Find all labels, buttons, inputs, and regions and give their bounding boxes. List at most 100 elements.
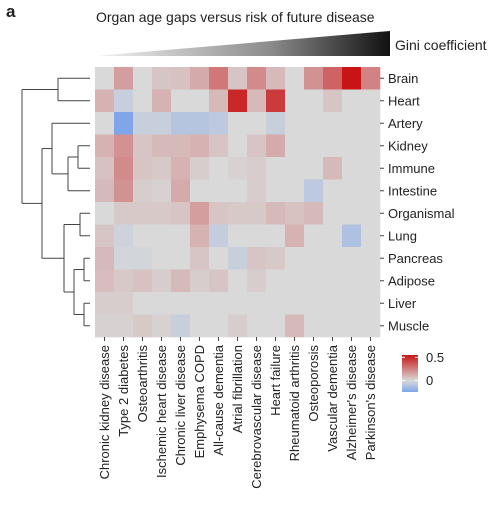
heatmap-cell (361, 202, 381, 225)
heatmap-cell (152, 202, 172, 225)
heatmap-cell (95, 292, 115, 315)
heatmap-cell (209, 269, 229, 293)
heatmap-cell (228, 202, 248, 225)
heatmap-cell (190, 89, 210, 113)
heatmap-cell (171, 134, 191, 158)
heatmap-cell (171, 269, 191, 293)
heatmap-cell (266, 134, 286, 158)
row-label: Organismal (388, 206, 455, 221)
heatmap-cell (228, 292, 248, 315)
heatmap-cell (209, 179, 229, 203)
heatmap-cell (285, 269, 305, 293)
heatmap-cell (323, 67, 343, 90)
heatmap-cell (304, 89, 324, 113)
heatmap-cell (114, 134, 134, 158)
heatmap-cell (285, 247, 305, 270)
heatmap-cell (209, 247, 229, 270)
heatmap-cell (171, 292, 191, 315)
heatmap-cell (190, 179, 210, 203)
color-legend: 0.50 (402, 350, 444, 392)
legend-tick-label: 0.5 (426, 350, 444, 365)
heatmap-cell (190, 224, 210, 248)
heatmap-cell (133, 67, 153, 90)
heatmap-cell (95, 157, 115, 180)
heatmap-cell (304, 314, 324, 338)
heatmap-cell (95, 314, 115, 338)
heatmap-cell (228, 157, 248, 180)
column-label: Rheumatoid arthritis (287, 345, 302, 462)
heatmap-cell (171, 89, 191, 113)
heatmap-cell (209, 112, 229, 135)
heatmap-cell (171, 314, 191, 338)
heatmap-cell (209, 67, 229, 90)
heatmap-cell (361, 269, 381, 293)
heatmap-cell (266, 247, 286, 270)
heatmap-cell (190, 67, 210, 90)
heatmap-cell (152, 247, 172, 270)
heatmap-cell (285, 157, 305, 180)
heatmap-cell (228, 179, 248, 203)
legend-colorbar (402, 355, 418, 392)
column-label: Chronic kidney disease (97, 345, 112, 479)
heatmap-cell (190, 292, 210, 315)
heatmap-cell (152, 89, 172, 113)
heatmap-cell (171, 67, 191, 90)
heatmap-cell (247, 179, 267, 203)
column-label: Type 2 diabetes (116, 345, 131, 437)
heatmap-cell (95, 89, 115, 113)
heatmap-cells (95, 67, 381, 338)
heatmap-cell (266, 202, 286, 225)
row-label: Adipose (388, 273, 435, 288)
heatmap-cell (247, 224, 267, 248)
heatmap-cell (190, 134, 210, 158)
heatmap-cell (361, 247, 381, 270)
heatmap-cell (133, 157, 153, 180)
heatmap-cell (266, 269, 286, 293)
heatmap-cell (285, 134, 305, 158)
heatmap-cell (95, 112, 115, 135)
heatmap-cell (228, 89, 248, 113)
heatmap-cell (266, 179, 286, 203)
heatmap-cell (114, 292, 134, 315)
panel-label: a (6, 2, 16, 21)
heatmap-cell (247, 67, 267, 90)
heatmap-cell (247, 247, 267, 270)
heatmap-cell (323, 157, 343, 180)
heatmap-cell (152, 292, 172, 315)
heatmap-cell (342, 202, 362, 225)
column-label: All-cause dementia (211, 344, 226, 455)
column-label: Osteoporosis (306, 345, 321, 422)
row-label: Liver (388, 296, 417, 311)
heatmap-cell (114, 247, 134, 270)
column-label: Atrial fibrillation (230, 345, 245, 433)
heatmap-cell (304, 247, 324, 270)
heatmap-cell (304, 269, 324, 293)
heatmap-cell (342, 314, 362, 338)
heatmap-cell (304, 179, 324, 203)
row-label: Artery (388, 116, 423, 131)
heatmap-cell (342, 67, 362, 90)
heatmap-cell (342, 89, 362, 113)
heatmap-cell (342, 224, 362, 248)
heatmap-cell (133, 314, 153, 338)
heatmap-cell (342, 112, 362, 135)
heatmap-cell (304, 67, 324, 90)
heatmap-cell (209, 292, 229, 315)
heatmap-cell (285, 112, 305, 135)
heatmap-cell (171, 157, 191, 180)
heatmap-cell (209, 202, 229, 225)
heatmap-cell (95, 179, 115, 203)
heatmap-cell (228, 269, 248, 293)
heatmap-cell (266, 224, 286, 248)
heatmap-cell (361, 67, 381, 90)
heatmap-cell (361, 157, 381, 180)
heatmap-cell (342, 269, 362, 293)
heatmap-cell (228, 112, 248, 135)
heatmap-cell (114, 269, 134, 293)
heatmap-cell (323, 202, 343, 225)
heatmap-cell (171, 202, 191, 225)
heatmap-cell (95, 269, 115, 293)
heatmap-cell (228, 247, 248, 270)
